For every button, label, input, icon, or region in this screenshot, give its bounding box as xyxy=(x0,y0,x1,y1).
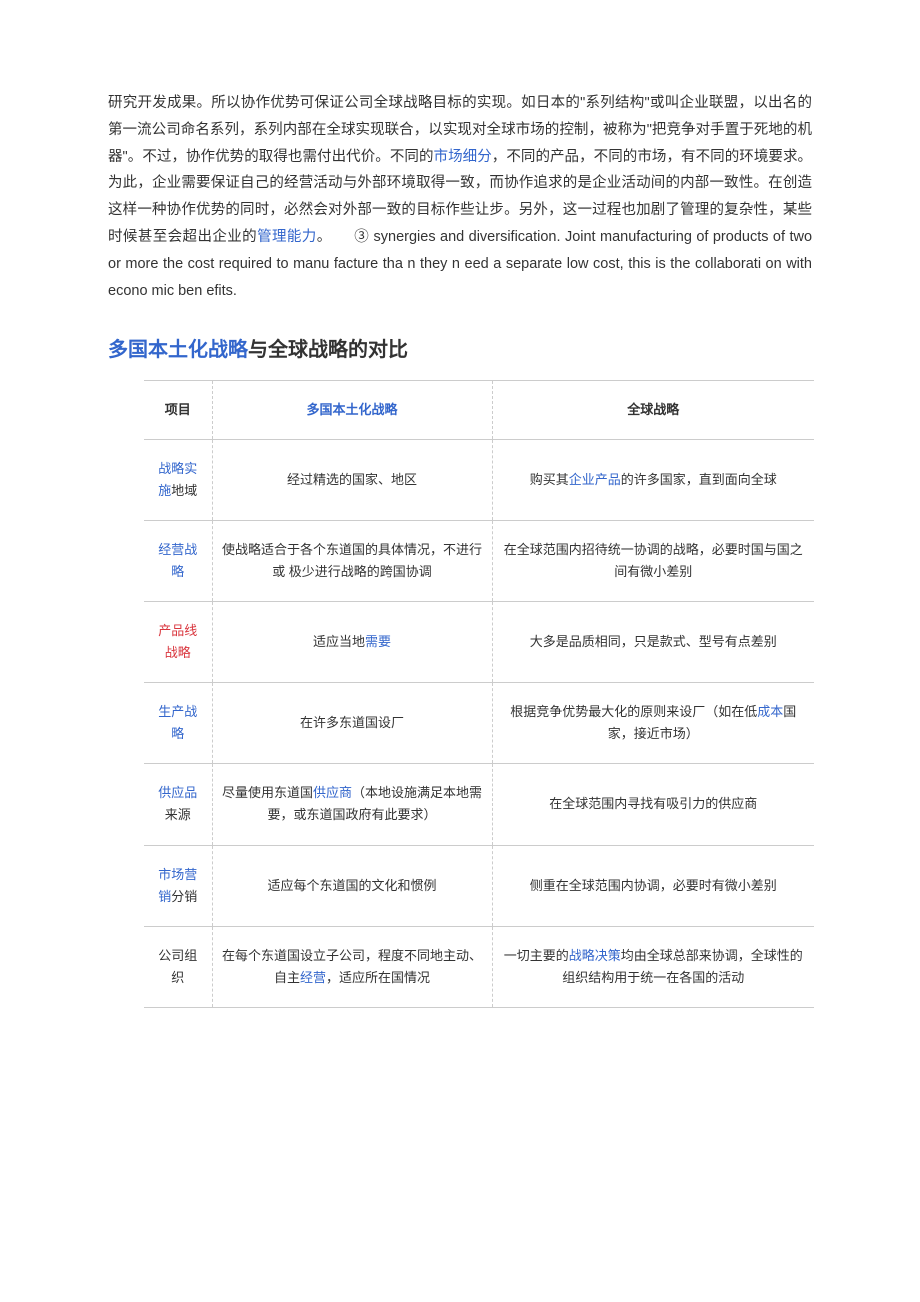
cell: 尽量使用东道国供应商（本地设施满足本地需要，或东道国政府有此要求） xyxy=(212,764,492,845)
cell: 大多是品质相同，只是款式、型号有点差别 xyxy=(492,601,814,682)
link-supplier[interactable]: 供应商 xyxy=(313,785,352,800)
cell: 在每个东道国设立子公司，程度不同地主动、自主经营，适应所在国情况 xyxy=(212,926,492,1007)
table-row: 供应品来源 尽量使用东道国供应商（本地设施满足本地需要，或东道国政府有此要求） … xyxy=(144,764,814,845)
document-page: 研究开发成果。所以协作优势可保证公司全球战略目标的实现。如日本的"系列结构"或叫… xyxy=(0,0,920,1068)
table-row: 产品线战略 适应当地需要 大多是品质相同，只是款式、型号有点差别 xyxy=(144,601,814,682)
row-label: 经营战略 xyxy=(144,520,212,601)
label-product-line: 产品线战略 xyxy=(158,623,197,660)
cell: 适应当地需要 xyxy=(212,601,492,682)
table-row: 生产战略 在许多东道国设厂 根据竞争优势最大化的原则来设厂（如在低成本国家，接近… xyxy=(144,683,814,764)
heading-rest: 与全球战略的对比 xyxy=(248,339,408,361)
table-row: 战略实施地域 经过精选的国家、地区 购买其企业产品的许多国家，直到面向全球 xyxy=(144,439,814,520)
link-supplies[interactable]: 供应品 xyxy=(158,785,197,800)
link-business-strategy[interactable]: 经营战略 xyxy=(158,542,197,579)
row-label: 供应品来源 xyxy=(144,764,212,845)
link-production-strategy[interactable]: 生产战略 xyxy=(158,704,197,741)
link-enterprise-product[interactable]: 企业产品 xyxy=(569,472,621,487)
row-label: 产品线战略 xyxy=(144,601,212,682)
table-row: 公司组织 在每个东道国设立子公司，程度不同地主动、自主经营，适应所在国情况 一切… xyxy=(144,926,814,1007)
heading-highlight: 多国本土化战略 xyxy=(108,339,248,361)
link-cost[interactable]: 成本 xyxy=(757,704,783,719)
comparison-table: 项目 多国本土化战略 全球战略 战略实施地域 经过精选的国家、地区 购买其企业产… xyxy=(144,380,814,1008)
cell: 一切主要的战略决策均由全球总部来协调，全球性的 组织结构用于统一在各国的活动 xyxy=(492,926,814,1007)
body-paragraph: 研究开发成果。所以协作优势可保证公司全球战略目标的实现。如日本的"系列结构"或叫… xyxy=(108,90,812,305)
row-label: 市场营销分销 xyxy=(144,845,212,926)
cell: 适应每个东道国的文化和惯例 xyxy=(212,845,492,926)
link-need[interactable]: 需要 xyxy=(365,634,391,649)
row-label: 生产战略 xyxy=(144,683,212,764)
table-row: 经营战略 使战略适合于各个东道国的具体情况，不进行或 极少进行战略的跨国协调 在… xyxy=(144,520,814,601)
row-label: 公司组织 xyxy=(144,926,212,1007)
section-heading: 多国本土化战略与全球战略的对比 xyxy=(108,333,812,362)
cell: 在全球范围内招待统一协调的战略，必要时国与国之间有微小差别 xyxy=(492,520,814,601)
table-header-row: 项目 多国本土化战略 全球战略 xyxy=(144,380,814,439)
header-multidomestic: 多国本土化战略 xyxy=(212,380,492,439)
header-global: 全球战略 xyxy=(492,380,814,439)
link-market-segmentation[interactable]: 市场细分 xyxy=(434,149,492,165)
row-label: 战略实施地域 xyxy=(144,439,212,520)
table-row: 市场营销分销 适应每个东道国的文化和惯例 侧重在全球范围内协调，必要时有微小差别 xyxy=(144,845,814,926)
link-management-capability[interactable]: 管理能力 xyxy=(257,229,317,245)
cell: 在许多东道国设厂 xyxy=(212,683,492,764)
cell: 购买其企业产品的许多国家，直到面向全球 xyxy=(492,439,814,520)
link-strategic-decision[interactable]: 战略决策 xyxy=(569,948,621,963)
cell: 经过精选的国家、地区 xyxy=(212,439,492,520)
link-operate[interactable]: 经营 xyxy=(300,970,326,985)
cell: 侧重在全球范围内协调，必要时有微小差别 xyxy=(492,845,814,926)
cell: 在全球范围内寻找有吸引力的供应商 xyxy=(492,764,814,845)
cell: 使战略适合于各个东道国的具体情况，不进行或 极少进行战略的跨国协调 xyxy=(212,520,492,601)
cell: 根据竞争优势最大化的原则来设厂（如在低成本国家，接近市场） xyxy=(492,683,814,764)
header-item: 项目 xyxy=(144,380,212,439)
